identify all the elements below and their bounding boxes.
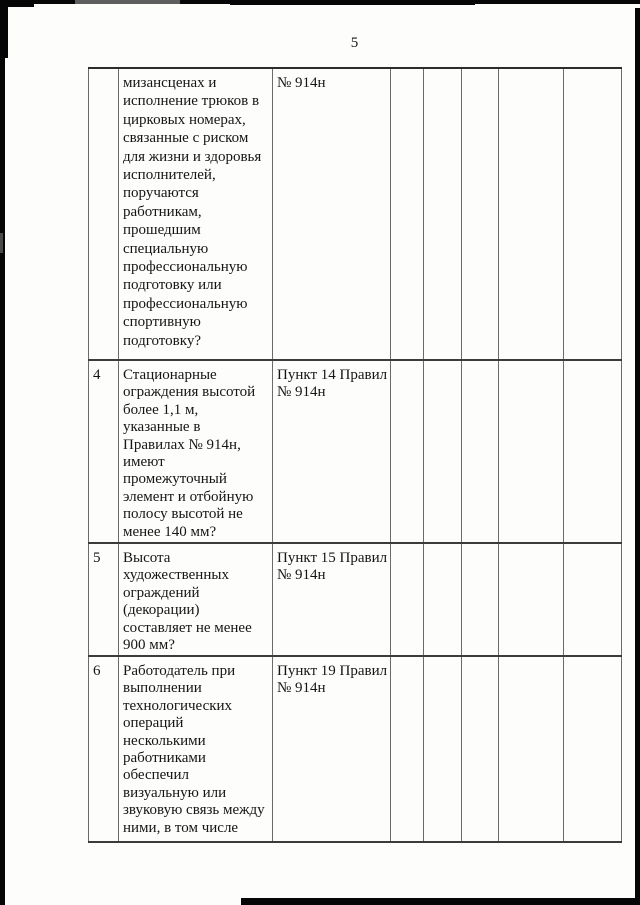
- empty-cell: [498, 656, 564, 843]
- empty-cell: [498, 360, 564, 544]
- scan-artifact-left-bar: [0, 0, 5, 905]
- empty-cell: [563, 543, 622, 657]
- scan-artifact-top-gray-segment: [75, 0, 180, 4]
- empty-cell: [423, 68, 462, 361]
- scan-artifact-left-bar-top: [0, 0, 8, 58]
- empty-cell: [390, 68, 424, 361]
- row-number-cell: 6: [88, 656, 119, 843]
- question-cell: мизансценах и исполнение трюков в цирков…: [118, 68, 273, 361]
- table-row-continuation: мизансценах и исполнение трюков в цирков…: [88, 68, 622, 361]
- empty-cell: [390, 360, 424, 544]
- empty-cell: [498, 543, 564, 657]
- scan-artifact-top-mid-segment: [230, 0, 475, 5]
- reference-cell: Пункт 14 Правил № 914н: [272, 360, 391, 544]
- scan-artifact-top-left-corner: [0, 0, 34, 7]
- scan-artifact-bottom-bar: [241, 898, 640, 905]
- question-cell: Работодатель при выполнении технологичес…: [118, 656, 273, 843]
- empty-cell: [423, 360, 462, 544]
- reference-cell: Пункт 15 Правил № 914н: [272, 543, 391, 657]
- page-number: 5: [350, 35, 359, 51]
- empty-cell: [423, 656, 462, 843]
- empty-cell: [563, 68, 622, 361]
- table-row-4: 4 Стационарные ограждения высотой более …: [88, 360, 622, 544]
- question-cell: Стационарные ограждения высотой более 1,…: [118, 360, 273, 544]
- empty-cell: [461, 656, 499, 843]
- row-number-cell: 5: [88, 543, 119, 657]
- empty-cell: [461, 543, 499, 657]
- table-row-5: 5 Высота художественных ограждений (деко…: [88, 543, 622, 657]
- empty-cell: [423, 543, 462, 657]
- empty-cell: [390, 656, 424, 843]
- checklist-table: мизансценах и исполнение трюков в цирков…: [88, 67, 622, 843]
- row-number-cell: [88, 68, 119, 361]
- question-cell: Высота художественных ограждений (декора…: [118, 543, 273, 657]
- empty-cell: [498, 68, 564, 361]
- scan-artifact-left-speckle: [0, 233, 3, 253]
- empty-cell: [390, 543, 424, 657]
- scan-artifact-right-bar: [635, 8, 640, 905]
- empty-cell: [461, 360, 499, 544]
- reference-cell: Пункт 19 Правил № 914н: [272, 656, 391, 843]
- empty-cell: [461, 68, 499, 361]
- table-row-6: 6 Работодатель при выполнении технологич…: [88, 656, 622, 843]
- empty-cell: [563, 656, 622, 843]
- reference-cell: № 914н: [272, 68, 391, 361]
- empty-cell: [563, 360, 622, 544]
- row-number-cell: 4: [88, 360, 119, 544]
